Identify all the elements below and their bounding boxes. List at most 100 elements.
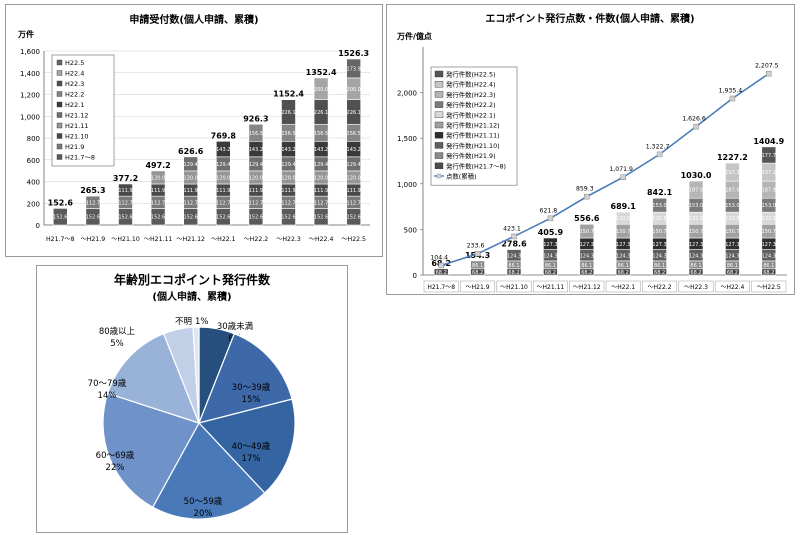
bar-segment-label: 129.4 bbox=[314, 162, 328, 168]
x-tick-box bbox=[460, 280, 496, 293]
y-tick-label: 2,000 bbox=[397, 90, 417, 98]
pie-slice bbox=[197, 398, 296, 494]
bar-segment-label: 120.0 bbox=[216, 175, 230, 181]
bar-segment-label: 120.0 bbox=[314, 175, 328, 181]
bar-total-label: 497.2 bbox=[145, 161, 170, 170]
legend-swatch bbox=[56, 154, 63, 160]
line-point-marker bbox=[547, 215, 554, 222]
pie-slice bbox=[151, 421, 266, 520]
pie-slice-label: 不明 bbox=[175, 317, 192, 327]
bar-segment-label: 153.0 bbox=[652, 203, 666, 209]
legend-swatch bbox=[56, 122, 63, 129]
bar-segment-label: 143.2 bbox=[314, 147, 328, 153]
line-point-marker bbox=[438, 262, 444, 269]
bar-segment-label: 111.9 bbox=[216, 188, 230, 194]
bar-total-label: 152.6 bbox=[48, 198, 74, 207]
pie-slice-label: 70～79歳 bbox=[88, 378, 127, 389]
line-point-marker bbox=[729, 95, 736, 102]
x-tick-box bbox=[532, 280, 568, 293]
bar-segment bbox=[615, 211, 631, 225]
y-tick-label: 1,600 bbox=[20, 48, 40, 56]
bar-segment-label: 120.0 bbox=[184, 175, 198, 181]
legend-label: 発行件数(H21.12) bbox=[446, 121, 500, 130]
bar-segment-label: 156.5 bbox=[281, 131, 295, 137]
bar-total-label: 278.6 bbox=[501, 240, 527, 249]
pie-title: 年齢別エコポイント発行件数 bbox=[114, 272, 271, 287]
legend-label: 発行件数(H22.4) bbox=[446, 80, 496, 89]
legend-label: H22.1 bbox=[65, 101, 84, 109]
bar-segment-label: 226.1 bbox=[281, 110, 295, 116]
age-pie-chart: 年齢別エコポイント発行件数 (個人申請、累積) 30歳未満6%30～39歳15%… bbox=[88, 272, 296, 520]
pie-slice-label: 50～59歳 bbox=[184, 496, 223, 507]
line-point-marker bbox=[656, 151, 663, 158]
x-tick-label: ～H21.11 bbox=[144, 236, 173, 243]
bar-segment-label: 124.3 bbox=[689, 253, 703, 259]
bar-segment-label: 68.2 bbox=[508, 270, 519, 276]
legend-label: H21.12 bbox=[65, 112, 89, 120]
application-chart-panel: 申請受付数(個人申請、累積) 万件 0 200 400 600 800 1,000 1,20… bbox=[5, 4, 383, 257]
bar-segment-label: 68.2 bbox=[472, 270, 483, 276]
y-tick-label: 800 bbox=[27, 135, 40, 143]
bar-segment bbox=[118, 183, 133, 197]
bar-segment-label: 197.2 bbox=[762, 170, 776, 176]
pie-slice bbox=[198, 332, 293, 424]
bar-segment-label: 132.5 bbox=[616, 216, 630, 222]
x-tick-box bbox=[423, 280, 459, 293]
x-tick-label: H21.7～8 bbox=[427, 284, 455, 291]
bar-total-label: 405.9 bbox=[538, 228, 564, 237]
bar-segment-label: 111.9 bbox=[118, 188, 132, 194]
bar-segment bbox=[688, 180, 704, 199]
bar-segment bbox=[248, 123, 264, 142]
line-point-label: 2,207.5 bbox=[755, 63, 779, 70]
line-point-marker bbox=[584, 193, 590, 200]
bar-segment bbox=[579, 223, 595, 239]
legend-label: H21.10 bbox=[65, 133, 89, 141]
bar-segment-label: 156.5 bbox=[249, 131, 263, 137]
legend-label: 発行件数(H21.10) bbox=[446, 141, 500, 150]
legend-label: H22.2 bbox=[65, 91, 84, 99]
bar-segment-label: 152.6 bbox=[151, 215, 165, 221]
bar-segment-label: 143.2 bbox=[216, 147, 230, 153]
bar-segment-label: 150.7 bbox=[689, 229, 703, 235]
bar-segment-label: 68.2 bbox=[581, 270, 592, 276]
pie-slice-label: 80歳以上 bbox=[99, 326, 136, 337]
line-point-marker bbox=[693, 123, 699, 130]
bar-segment-label: 187.9 bbox=[762, 188, 776, 194]
bar-segment bbox=[183, 156, 198, 172]
bar-segment-label: 143.2 bbox=[249, 147, 263, 153]
bar-total-label: 626.6 bbox=[178, 147, 204, 156]
bar-segment bbox=[150, 170, 166, 185]
bar-segment-label: 112.7 bbox=[216, 200, 230, 206]
bar-segment-label: 156.5 bbox=[314, 131, 328, 137]
bar-segment-label: 127.3 bbox=[616, 242, 630, 248]
bar-segment-label: 197.2 bbox=[725, 170, 739, 176]
bar-segment-label: 177.7 bbox=[762, 153, 776, 159]
ecopoint-chart-ylabel: 万件/億点 bbox=[396, 31, 432, 41]
bar-total-label: 377.2 bbox=[113, 174, 138, 183]
bar-segment-label: 112.7 bbox=[249, 200, 263, 206]
bar-segment-label: 127.3 bbox=[725, 242, 739, 248]
bar-segment-label: 156.5 bbox=[347, 131, 361, 137]
bar-segment-label: 112.7 bbox=[314, 200, 328, 206]
legend-swatch bbox=[434, 91, 444, 98]
bar-segment-label: 112.7 bbox=[281, 200, 295, 206]
y-tick-label: 0 bbox=[36, 222, 40, 230]
bar-segment-label: 120.0 bbox=[151, 175, 165, 181]
legend-swatch bbox=[56, 91, 63, 97]
legend-label: H22.3 bbox=[65, 80, 84, 88]
bar-total-label: 1352.4 bbox=[306, 68, 337, 77]
bar-segment-label: 112.7 bbox=[347, 200, 361, 206]
x-tick-label: ～H22.5 bbox=[757, 284, 781, 291]
bar-segment-label: 124.3 bbox=[616, 253, 630, 259]
legend-swatch bbox=[56, 70, 63, 76]
bar-segment-label: 124.3 bbox=[725, 253, 739, 259]
pie-slice bbox=[106, 332, 201, 424]
bar-segment-label: 152.6 bbox=[314, 215, 328, 221]
ecopoint-chart-title: エコポイント発行点数・件数(個人申請、累積) bbox=[485, 12, 694, 25]
bar-segment-label: 153.0 bbox=[725, 203, 739, 209]
bar-segment-label: 132.5 bbox=[652, 216, 666, 222]
application-chart-title: 申請受付数(個人申請、累積) bbox=[129, 13, 258, 26]
legend-swatch bbox=[434, 70, 444, 78]
bar-segment-label: 86.1 bbox=[763, 263, 774, 269]
bar-segment-label: 226.1 bbox=[347, 110, 361, 116]
